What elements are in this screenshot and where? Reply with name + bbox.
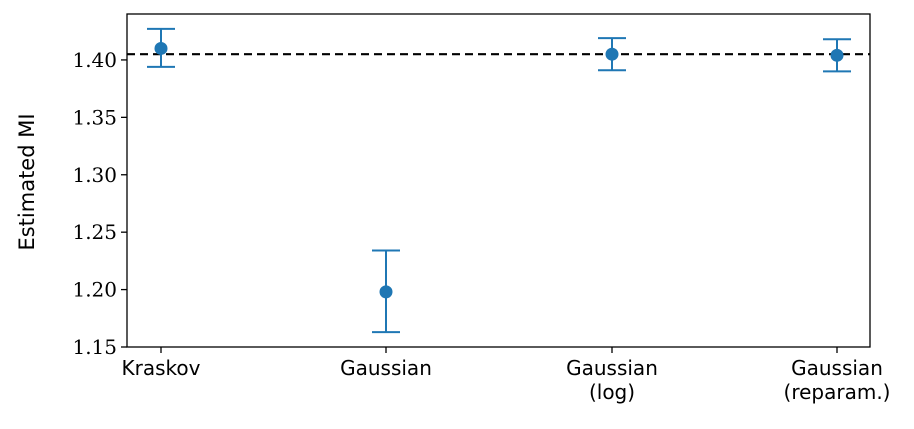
data-point-group <box>823 38 851 73</box>
x-tick-label: Gaussian <box>340 356 432 380</box>
data-point <box>830 48 844 62</box>
x-tick-label: Kraskov <box>122 356 201 380</box>
y-tick-label: 1.35 <box>72 105 117 129</box>
data-point <box>379 285 393 299</box>
data-point <box>154 41 168 55</box>
plot-frame <box>126 13 871 348</box>
y-axis-label: Estimated MI <box>15 113 39 250</box>
x-tick-label: Gaussian <box>566 356 658 380</box>
y-tick-label: 1.25 <box>72 220 117 244</box>
y-tick-label: 1.20 <box>72 278 117 302</box>
y-tick-label: 1.40 <box>72 48 117 72</box>
data-point <box>605 47 619 61</box>
data-point-group <box>147 27 175 68</box>
x-tick-label: (log) <box>589 380 635 404</box>
plot-area: 1.15 1.20 1.25 1.30 1.35 1.40 Kraskov Gaussian G… <box>72 13 891 404</box>
x-tick-label: Gaussian <box>791 356 883 380</box>
x-tick-label: (reparam.) <box>784 380 891 404</box>
data-point-group <box>372 249 400 334</box>
y-tick-label: 1.30 <box>72 163 117 187</box>
data-point-group <box>598 37 626 72</box>
y-tick-label: 1.15 <box>72 335 117 359</box>
